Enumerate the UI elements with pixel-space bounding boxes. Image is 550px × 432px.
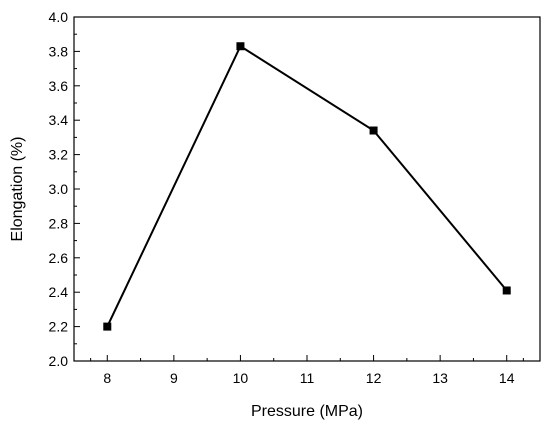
y-tick-label: 4.0	[49, 9, 69, 25]
series-layer	[103, 42, 511, 331]
x-axis: 8 9 10 11 12 13 14	[90, 355, 524, 386]
x-tick-label: 9	[170, 370, 178, 386]
data-point-marker	[502, 286, 511, 295]
series-line	[106, 44, 508, 328]
x-tick-label: 14	[499, 370, 515, 386]
data-point-marker	[236, 42, 245, 51]
y-tick-label: 3.8	[49, 43, 69, 59]
y-tick-label: 3.6	[49, 78, 69, 94]
x-tick-label: 8	[103, 370, 111, 386]
x-axis-title: Pressure (MPa)	[251, 403, 363, 420]
y-axis: 2.0 2.2 2.4 2.6 2.8 3.0 3.2 3.4 3.6 3.8 4.0	[49, 9, 80, 369]
y-tick-label: 3.2	[49, 147, 69, 163]
y-tick-label: 2.4	[49, 284, 69, 300]
x-tick-label: 12	[366, 370, 382, 386]
x-tick-label: 10	[233, 370, 249, 386]
y-tick-label: 2.8	[49, 215, 69, 231]
y-tick-label: 2.6	[49, 250, 69, 266]
y-tick-label: 3.0	[49, 181, 69, 197]
y-tick-label: 3.4	[49, 112, 69, 128]
y-axis-title: Elongation (%)	[9, 137, 26, 242]
x-tick-label: 11	[300, 370, 315, 386]
x-tick-label: 13	[432, 370, 448, 386]
y-tick-label: 2.2	[49, 319, 69, 335]
plot-frame	[73, 16, 541, 362]
y-tick-label: 2.0	[49, 353, 69, 369]
data-point-marker	[369, 126, 378, 135]
data-point-marker	[103, 322, 112, 331]
